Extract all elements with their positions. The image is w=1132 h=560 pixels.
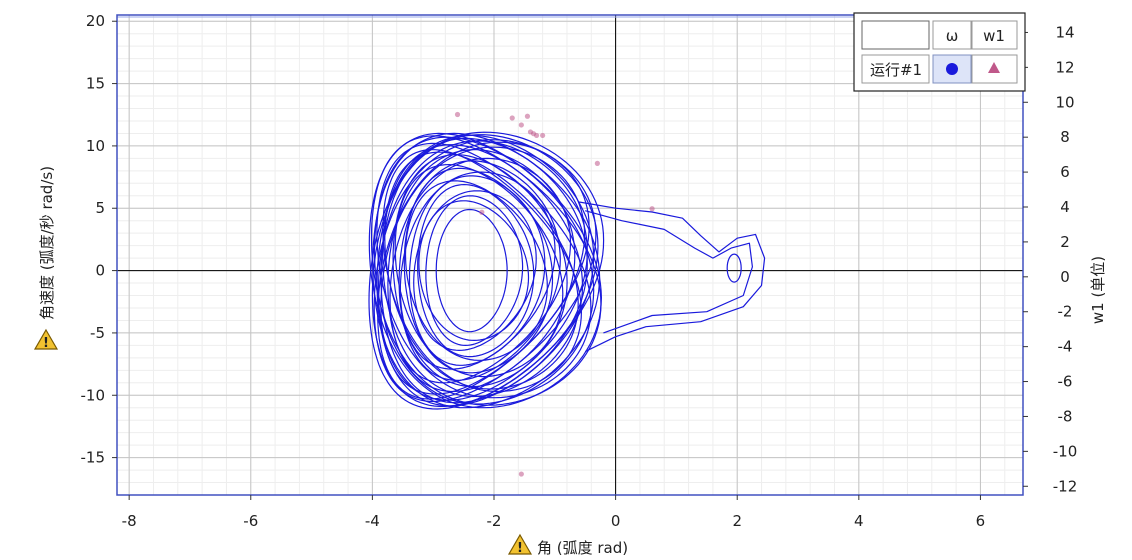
omega-trajectory-loop [370, 135, 602, 406]
omega-trajectory-loop [404, 180, 548, 361]
legend-col-omega-label: ω [946, 27, 959, 45]
y2-tick-label: -12 [1053, 477, 1078, 495]
y2-axis-title: w1 (单位) [1089, 256, 1107, 324]
w1-point [533, 132, 540, 139]
warning-mark: ! [43, 336, 49, 351]
omega-trajectory-loop [373, 139, 597, 403]
y2-tick-label: 12 [1055, 58, 1074, 76]
warning-triangle [507, 533, 533, 555]
w1-point [518, 471, 524, 477]
legend-col-w1[interactable] [971, 20, 1018, 50]
omega-trajectory-loop [377, 141, 590, 400]
omega-trajectory-loop [394, 163, 564, 378]
omega-trajectory-lobe [585, 210, 753, 334]
plot-frame [116, 14, 1024, 496]
omega-trajectory-lobe [578, 201, 766, 353]
omega-trajectory-loop [418, 200, 530, 342]
omega-trajectory-loop [368, 131, 605, 410]
y-tick-label: -5 [90, 324, 105, 342]
w1-point [649, 206, 655, 212]
y-tick-label: -10 [81, 386, 106, 404]
y-axis-title-group: ! 角速度 (弧度/秒 rad/s) [33, 166, 59, 351]
y2-tick-label: -10 [1053, 442, 1078, 460]
y2-tick-label: 2 [1060, 233, 1070, 251]
y2-tick-label: -4 [1058, 338, 1073, 356]
y2-tick-label: 8 [1060, 128, 1070, 146]
omega-trajectory-loop [398, 160, 561, 381]
w1-point [518, 122, 524, 128]
omega-trajectory-loop [403, 167, 554, 374]
omega-trajectory-loop [392, 153, 568, 388]
w1-point [540, 132, 546, 139]
w1-point [524, 113, 531, 119]
w1-scatter-layer [454, 111, 655, 477]
x-tick-label: -4 [365, 512, 380, 530]
x-tick-label: -8 [122, 512, 137, 530]
x-tick-label: 4 [854, 512, 864, 530]
omega-trajectory-loop [368, 132, 603, 409]
omega-trajectory-loop [417, 183, 535, 358]
legend-omega-circle-icon [946, 63, 958, 75]
omega-trajectory-loop [384, 151, 579, 390]
warning-triangle [33, 328, 59, 350]
x-axis-title: 角 (弧度 rad) [537, 539, 628, 557]
legend-w1-triangle-icon [988, 62, 1000, 73]
y-axis-ticks: -15 -10 -5 0 5 10 15 20 [81, 12, 117, 467]
w1-point [594, 160, 600, 166]
y2-tick-label: 6 [1060, 163, 1070, 181]
legend-col-omega[interactable] [932, 20, 972, 50]
x-axis-ticks: -8 -6 -4 -2 0 2 4 6 [122, 495, 986, 530]
omega-trajectory-loop [376, 134, 595, 407]
omega-trajectory-loop [435, 208, 508, 333]
x-axis-title-group: ! 角 (弧度 rad) [507, 533, 628, 557]
series-layer [368, 131, 766, 410]
y2-tick-label: 14 [1055, 23, 1074, 41]
w1-point [454, 111, 461, 118]
legend-row-run1-label: 运行#1 [870, 61, 922, 79]
warning-icon[interactable]: ! [507, 533, 533, 556]
y2-tick-label: 4 [1060, 198, 1070, 216]
omega-trajectory-loop [425, 195, 524, 347]
x-tick-label: -6 [243, 512, 258, 530]
y-tick-label: 0 [95, 262, 105, 280]
y-tick-label: 10 [86, 137, 105, 155]
warning-mark: ! [517, 541, 523, 556]
y-axis-title: 角速度 (弧度/秒 rad/s) [38, 166, 56, 320]
y2-tick-label: -6 [1058, 373, 1073, 391]
y-tick-label: 5 [95, 199, 105, 217]
y2-tick-label: 0 [1060, 268, 1070, 286]
legend: ω w1 运行#1 [853, 12, 1026, 92]
legend-header-blank [861, 20, 930, 50]
omega-trajectory-loop [382, 149, 583, 393]
legend-col-w1-label: w1 [983, 27, 1005, 45]
y2-tick-label: -8 [1058, 407, 1073, 425]
y2-axis-ticks: -12 -10 -8 -6 -4 -2 0 2 4 6 8 10 12 14 [1023, 23, 1077, 495]
omega-trajectory-small-loop [726, 253, 742, 283]
y-tick-label: 20 [86, 12, 105, 30]
x-tick-label: -2 [487, 512, 502, 530]
y2-tick-label: -2 [1058, 303, 1073, 321]
y-tick-label: -15 [81, 449, 106, 467]
x-tick-label: 6 [976, 512, 986, 530]
legend-row-run1[interactable] [861, 54, 930, 84]
x-tick-label: 0 [611, 512, 621, 530]
y2-tick-label: 10 [1055, 93, 1074, 111]
y-tick-label: 15 [86, 75, 105, 93]
x-tick-label: 2 [732, 512, 742, 530]
w1-point [509, 115, 515, 121]
warning-icon[interactable]: ! [33, 328, 59, 351]
omega-trajectory-loop [372, 132, 601, 409]
omega-trajectory-loop [399, 171, 556, 370]
w1-point [479, 209, 485, 215]
